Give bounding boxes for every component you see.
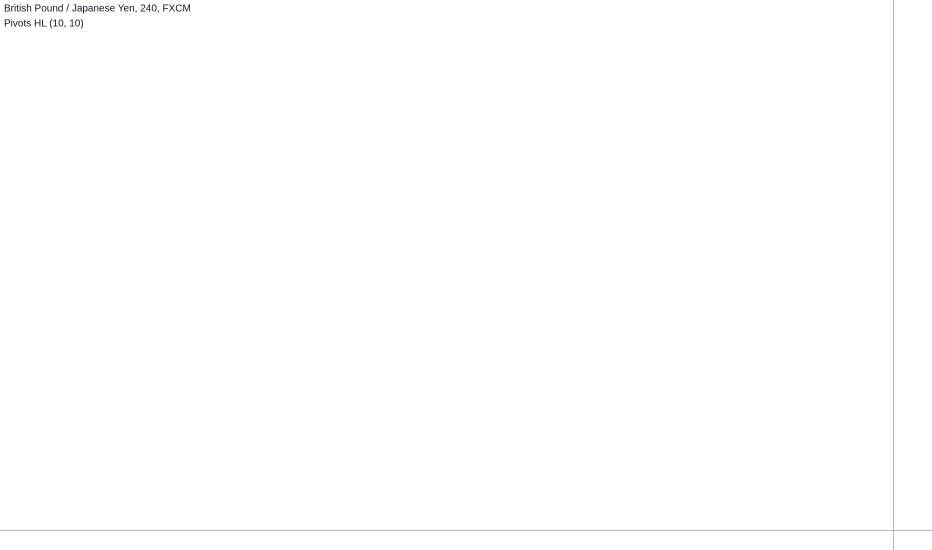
chart-title: British Pound / Japanese Yen, 240, FXCM [4, 4, 191, 15]
indicator-label: Pivots HL (10, 10) [4, 19, 84, 30]
